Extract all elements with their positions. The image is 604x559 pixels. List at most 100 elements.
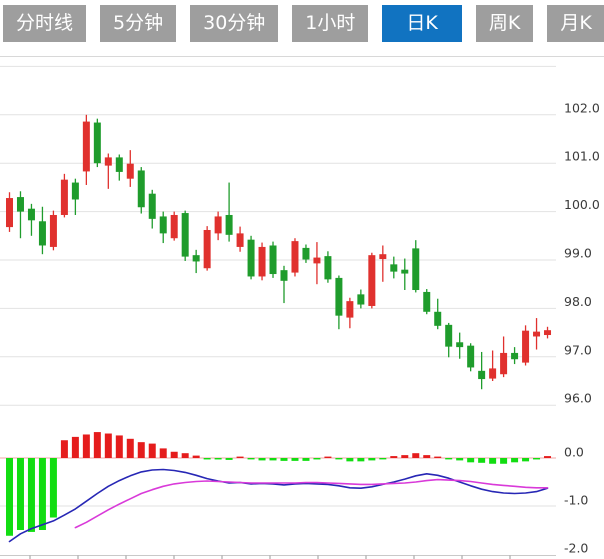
macd-bar — [335, 458, 343, 460]
tab-5min[interactable]: 5分钟 — [100, 5, 177, 42]
candle-body — [313, 257, 321, 264]
candle-body — [49, 214, 57, 247]
candle-body — [181, 213, 189, 257]
candle-body — [258, 246, 266, 277]
macd-bar — [203, 458, 211, 460]
candle-body — [412, 248, 420, 291]
macd-bar — [137, 442, 145, 458]
macd-bar — [500, 458, 508, 464]
macd-axis-label: -2.0 — [564, 541, 588, 556]
candle-body — [214, 216, 222, 234]
macd-bar — [115, 435, 123, 458]
macd-bar — [236, 456, 244, 458]
macd-axis-label: 0.0 — [564, 445, 584, 460]
candle-body — [60, 179, 68, 215]
candle-body — [368, 255, 376, 306]
candle-body — [291, 241, 299, 273]
macd-bar — [269, 458, 277, 461]
candle-body — [247, 239, 255, 277]
price-axis-label: 101.0 — [564, 149, 600, 164]
macd-bar — [445, 458, 453, 460]
candle-body — [192, 255, 200, 262]
tab-30min[interactable]: 30分钟 — [190, 5, 279, 42]
macd-bar — [456, 458, 464, 461]
price-axis-label: 97.0 — [564, 342, 592, 357]
candle-body — [16, 197, 24, 212]
macd-bar — [511, 458, 519, 463]
dea-line — [74, 478, 549, 529]
candle-body — [390, 264, 398, 272]
macd-bar — [544, 456, 552, 458]
macd-bar — [313, 458, 321, 460]
candle-body — [434, 311, 442, 326]
macd-bar — [170, 451, 178, 458]
macd-bar — [324, 456, 332, 458]
candle-body — [203, 229, 211, 269]
price-axis-label: 96.0 — [564, 391, 592, 406]
candle-body — [423, 291, 431, 312]
macd-bar — [357, 458, 365, 462]
candle-body — [93, 122, 101, 164]
candle-body — [170, 214, 178, 239]
macd-bar — [346, 458, 354, 462]
candle-body — [104, 157, 112, 166]
macd-bar — [27, 458, 35, 532]
candle-body — [38, 221, 46, 246]
candle-body — [280, 270, 288, 281]
macd-bar — [247, 458, 255, 460]
macd-bar — [258, 458, 266, 461]
candle-body — [467, 345, 475, 368]
candle-body — [522, 330, 530, 363]
price-axis-label: 102.0 — [564, 100, 600, 115]
candle-body — [6, 198, 13, 228]
tab-time-share[interactable]: 分时线 — [3, 5, 87, 42]
macd-bar — [38, 458, 46, 530]
candle-body — [346, 301, 354, 318]
tab-weekly-k[interactable]: 周K — [475, 5, 534, 42]
macd-bar — [148, 443, 156, 458]
dif-line — [8, 468, 549, 543]
candle-body — [225, 214, 233, 235]
candle-body — [335, 277, 343, 316]
candle-body — [71, 182, 79, 200]
macd-axis-label: -1.0 — [564, 493, 588, 508]
macd-bar — [291, 458, 299, 461]
candle-body — [236, 233, 244, 247]
macd-bar — [280, 458, 288, 461]
candle-body — [357, 294, 365, 305]
candle-body — [544, 330, 552, 336]
candle-body — [445, 324, 453, 347]
macd-bar — [390, 456, 398, 458]
candle-body — [456, 342, 464, 348]
macd-bar — [368, 458, 376, 461]
candle-body — [159, 216, 167, 234]
macd-bar — [104, 433, 112, 458]
macd-bar — [489, 458, 497, 464]
tab-monthly-k[interactable]: 月K — [547, 5, 604, 42]
tab-1hour[interactable]: 1小时 — [292, 5, 369, 42]
candle-body — [27, 208, 35, 221]
candle-body — [500, 352, 508, 375]
candle-body — [489, 368, 497, 379]
macd-bar — [49, 458, 57, 518]
macd-bar — [478, 458, 486, 463]
tab-daily-k[interactable]: 日K — [382, 5, 462, 42]
candle-body — [126, 163, 134, 179]
macd-bar — [93, 432, 101, 458]
candle-body — [148, 193, 156, 219]
macd-bar — [181, 453, 189, 458]
macd-bar — [379, 458, 387, 460]
macd-bar — [6, 458, 13, 536]
macd-bar — [126, 438, 134, 458]
candle-body — [269, 245, 277, 275]
candle-body — [324, 256, 332, 280]
candle-body — [511, 352, 519, 360]
macd-bar — [412, 453, 420, 458]
macd-bar — [214, 458, 222, 460]
timeframe-tabbar: 分时线 5分钟 30分钟 1小时 日K 周K 月K — [3, 5, 604, 42]
macd-bar — [302, 458, 310, 461]
macd-bar — [60, 440, 68, 458]
candle-body — [115, 157, 123, 172]
